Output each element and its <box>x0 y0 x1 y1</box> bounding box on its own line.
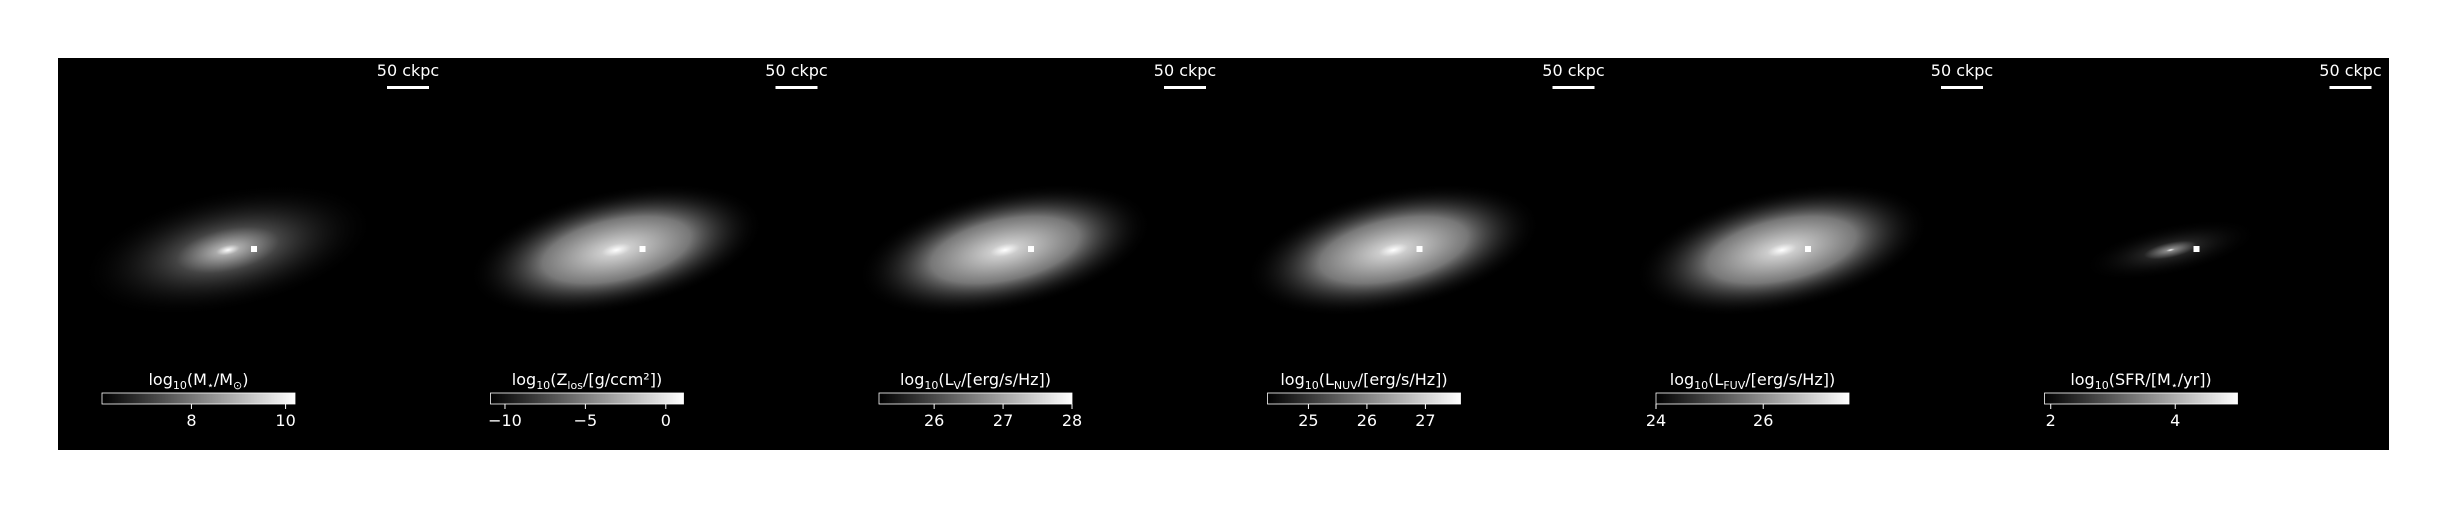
label-part: log <box>2070 370 2094 389</box>
galaxy-map <box>80 183 376 317</box>
colorbar-tick-label: 10 <box>275 411 295 430</box>
label-part: (SFR/[M <box>2109 370 2171 389</box>
label-part: /[erg/s/Hz]) <box>1745 370 1835 389</box>
label-part: / <box>214 370 220 389</box>
image-area <box>58 58 2389 450</box>
galaxy-map <box>1246 183 1541 317</box>
scale-bar-label: 50 ckpc <box>765 61 827 80</box>
label-part: log <box>148 370 172 389</box>
label-part: M <box>219 370 233 389</box>
label-part: L <box>1714 370 1723 389</box>
colorbar-label: log10(LV/[erg/s/Hz]) <box>900 370 1051 392</box>
colorbar <box>2044 392 2238 405</box>
colorbar-label: log10(LFUV/[erg/s/Hz]) <box>1670 370 1835 392</box>
label-part: /[erg/s/Hz]) <box>1358 370 1448 389</box>
label-part: ) <box>242 370 248 389</box>
colorbar-tick-label: 26 <box>1753 411 1773 430</box>
scale-bar <box>2329 86 2372 89</box>
label-part: /[g/ccm²]) <box>583 370 662 389</box>
label-part: 10 <box>924 379 938 392</box>
colorbar-tick-label: 27 <box>1415 411 1435 430</box>
label-part: L <box>1325 370 1334 389</box>
label-part: log <box>1670 370 1694 389</box>
scale-bar-label: 50 ckpc <box>1542 61 1604 80</box>
colorbar-tick-label: 27 <box>993 411 1013 430</box>
galaxy-core <box>1028 246 1034 252</box>
label-part: los <box>567 379 583 392</box>
colorbar <box>101 392 296 405</box>
label-part: log <box>512 370 536 389</box>
colorbar-tick-label: 0 <box>661 411 671 430</box>
galaxy-core <box>1805 246 1811 252</box>
colorbar-tick-label: 4 <box>2170 411 2180 430</box>
label-part: ⊙ <box>233 379 242 392</box>
label-part: ( <box>550 370 556 389</box>
colorbar <box>1267 392 1461 405</box>
scale-bar-label: 50 ckpc <box>1931 61 1993 80</box>
galaxy-map <box>1634 183 1930 317</box>
galaxy-map <box>469 183 764 317</box>
scale-bar <box>1164 86 1206 89</box>
scale-bar <box>387 86 429 89</box>
label-part: log <box>1280 370 1304 389</box>
scale-bar <box>1552 86 1595 89</box>
colorbar-tick-label: 26 <box>1357 411 1377 430</box>
colorbar-tick-label: 2 <box>2046 411 2056 430</box>
label-part: log <box>900 370 924 389</box>
colorbar-tick-label: −10 <box>488 411 522 430</box>
label-part: 10 <box>2095 379 2109 392</box>
galaxy-core <box>1416 246 1423 252</box>
colorbar <box>878 392 1073 405</box>
galaxy-map <box>2082 219 2259 281</box>
colorbar-label: log10(SFR/[M⋆/yr]) <box>2070 370 2211 392</box>
label-part: /[erg/s/Hz]) <box>961 370 1051 389</box>
label-part: M <box>193 370 207 389</box>
scale-bar <box>1941 86 1983 89</box>
label-part: ( <box>1319 370 1325 389</box>
label-part: ( <box>1708 370 1714 389</box>
galaxy-map <box>857 183 1153 317</box>
label-part: ⋆ <box>207 379 214 392</box>
label-part: FUV <box>1723 379 1745 392</box>
colorbar-label: log10(LNUV/[erg/s/Hz]) <box>1280 370 1447 392</box>
colorbar <box>490 392 684 405</box>
label-part: ( <box>187 370 193 389</box>
label-part: 10 <box>1305 379 1319 392</box>
colorbar-tick-label: 25 <box>1298 411 1318 430</box>
colorbar-label: log10(Zlos/[g/ccm²]) <box>512 370 662 392</box>
colorbar-tick-label: 8 <box>186 411 196 430</box>
label-part: Z <box>556 370 567 389</box>
galaxy-core <box>251 246 257 252</box>
colorbar <box>1655 392 1850 405</box>
scale-bar-label: 50 ckpc <box>1154 61 1216 80</box>
colorbar-tick-label: 26 <box>924 411 944 430</box>
label-part: 10 <box>536 379 550 392</box>
scale-bar-label: 50 ckpc <box>2319 61 2381 80</box>
galaxy-core <box>639 246 646 252</box>
label-part: 10 <box>173 379 187 392</box>
colorbar-tick-label: 28 <box>1062 411 1082 430</box>
colorbar-tick-label: −5 <box>574 411 598 430</box>
label-part: 10 <box>1694 379 1708 392</box>
label-part: ⋆ <box>2171 379 2178 392</box>
label-part: V <box>954 379 962 392</box>
label-part: NUV <box>1334 379 1358 392</box>
galaxy-core <box>2193 246 2200 252</box>
label-part: ( <box>938 370 944 389</box>
label-part: /yr]) <box>2178 370 2212 389</box>
label-part: L <box>945 370 954 389</box>
scale-bar-label: 50 ckpc <box>377 61 439 80</box>
scale-bar <box>775 86 818 89</box>
colorbar-tick-label: 24 <box>1646 411 1666 430</box>
colorbar-label: log10(M⋆/M⊙) <box>148 370 248 392</box>
